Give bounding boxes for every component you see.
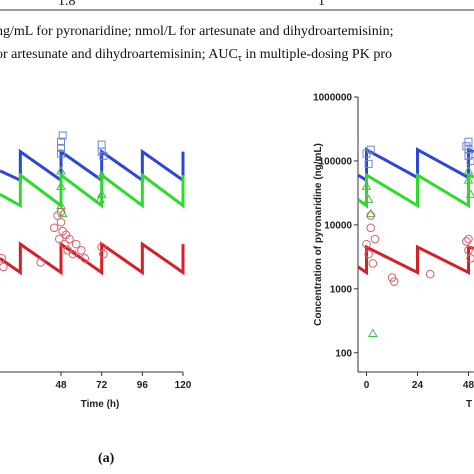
observation [68,249,78,259]
observation [466,254,474,263]
observation [49,223,59,233]
y-tick-label: 1000 [330,284,353,295]
curve [357,147,474,183]
observation [77,246,86,255]
caption-text: or artesunate and dihydroartemisinin; AU… [0,47,238,62]
observation [425,269,435,279]
y-tick-label: 100000 [319,156,353,167]
curve [357,244,474,276]
x-tick-label: 48 [55,380,67,391]
observation [57,143,65,152]
observation [56,200,66,210]
observation [368,259,378,268]
observation [56,207,66,217]
curve [0,241,185,276]
observation [99,151,108,160]
table-cell: 1 [318,0,325,9]
curve [357,172,474,209]
observation [465,189,474,198]
observation [96,170,107,179]
y-tick-label: 100 [335,348,352,359]
y-tick-label: 1000000 [313,93,352,104]
observation [71,239,81,249]
observation [362,239,371,249]
x-tick-label: 120 [175,380,192,391]
observation [363,194,374,203]
observation [56,217,66,227]
observation [56,181,66,190]
observation [364,249,373,259]
panel-label: (a) [98,451,115,466]
observation [97,147,106,156]
observation [462,237,471,246]
observation [370,234,380,244]
curve [0,148,185,184]
observation [96,189,107,198]
x-tick-label: 48 [463,380,474,391]
observation [56,165,66,175]
observation [389,277,399,286]
observation [65,234,74,244]
x-axis-label: T [466,399,472,410]
observation [55,234,64,244]
observation [361,181,372,190]
caption-text: in multiple-dosing PK pro [242,47,392,62]
observation [464,137,473,146]
observation [36,257,45,267]
observation [97,140,106,149]
curve [0,172,185,209]
observation [0,254,6,263]
observation [99,249,108,259]
observation [387,273,397,282]
observation [364,159,373,168]
y-axis-label: Concentration of pyronaridine (ng/mL) [313,143,324,326]
observation [366,145,375,154]
observation [57,149,65,158]
x-axis-label: Time (h) [81,399,120,410]
observation [57,137,65,146]
caption-line: ng/mL for pyronaridine; nmol/L for artes… [0,24,393,39]
observation [462,142,471,151]
table-cell: 1.8 [58,0,76,9]
x-tick-label: 24 [412,380,424,391]
observation [95,194,105,203]
observation [366,223,376,233]
observation [463,165,474,175]
observation [466,156,474,165]
observation [463,175,474,184]
caption-subscript: τ [238,53,242,64]
observation [58,131,67,140]
observation [365,208,376,218]
x-tick-label: 96 [137,380,149,391]
y-tick-label: 10000 [324,220,352,231]
observation [464,151,473,160]
observation [80,254,90,263]
observation [464,246,473,255]
observation [368,328,378,338]
x-tick-label: 0 [364,380,370,391]
observation [366,211,376,220]
caption-line: or artesunate and dihydroartemisinin; AU… [0,47,392,64]
x-tick-label: 72 [96,380,108,391]
observation [464,234,473,244]
observation [0,262,8,272]
